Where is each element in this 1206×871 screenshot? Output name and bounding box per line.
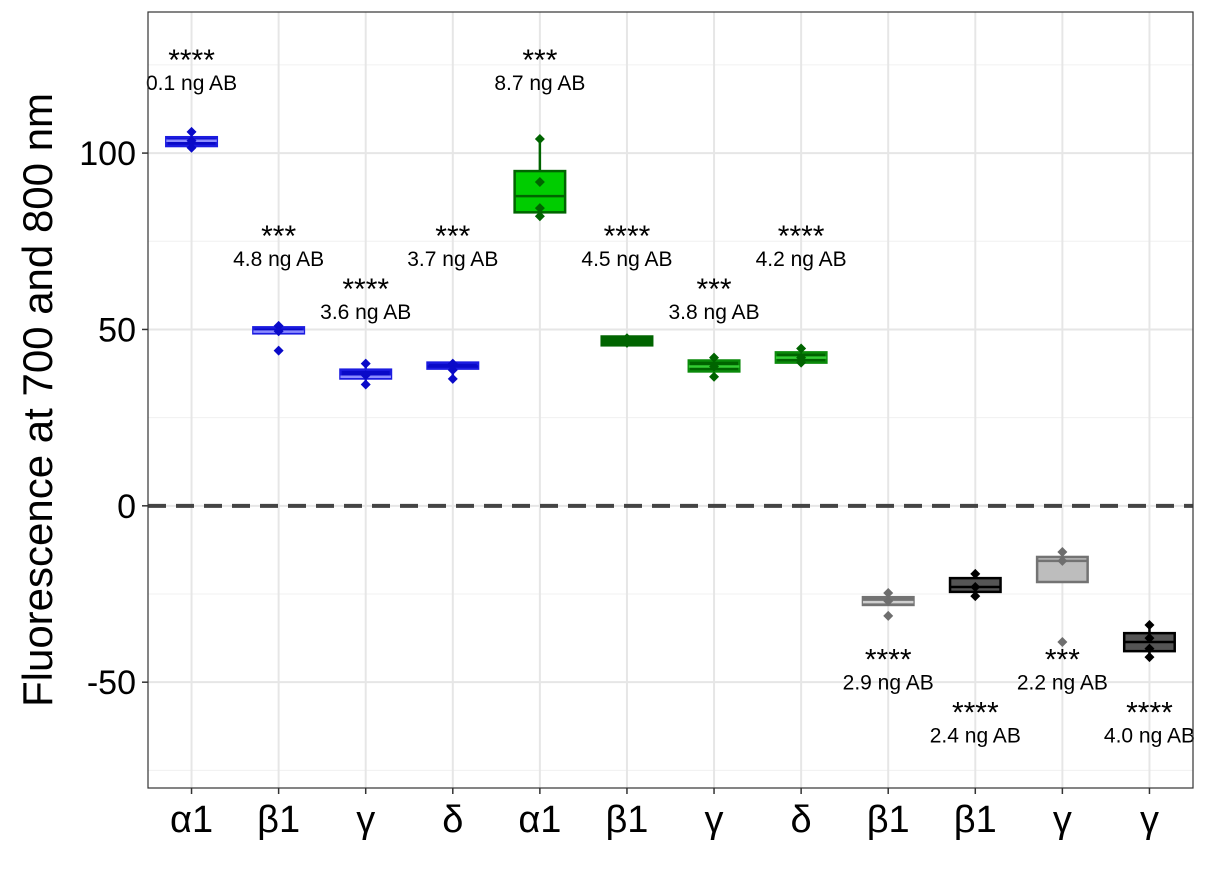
antibody-amount-label: 3.6 ng AB — [320, 301, 411, 324]
x-tick-label: β1 — [257, 799, 300, 841]
data-point — [186, 126, 197, 137]
significance-stars: **** — [952, 696, 999, 729]
data-point — [447, 358, 458, 369]
significance-stars: *** — [522, 44, 557, 77]
data-point — [709, 361, 720, 372]
x-tick-label: δ — [791, 799, 812, 841]
data-point — [796, 357, 807, 368]
antibody-amount-label: 4.0 ng AB — [1104, 724, 1195, 747]
data-point — [1144, 620, 1155, 631]
data-point — [970, 581, 981, 592]
box-10 — [948, 568, 1002, 602]
data-point — [1057, 555, 1068, 566]
box-12 — [1122, 620, 1176, 663]
box-5 — [513, 133, 567, 222]
data-point — [1057, 636, 1068, 647]
data-point — [534, 203, 545, 214]
x-tick-label: δ — [442, 799, 463, 841]
box-3 — [339, 358, 393, 390]
data-point — [273, 345, 284, 356]
data-point — [1144, 643, 1155, 654]
grid — [148, 12, 1193, 788]
antibody-amount-label: 4.5 ng AB — [581, 248, 672, 271]
box-4 — [426, 358, 480, 384]
data-point — [883, 610, 894, 621]
data-point — [1057, 547, 1068, 558]
antibody-amount-label: 2.9 ng AB — [843, 671, 934, 694]
significance-stars: **** — [1126, 696, 1173, 729]
data-point — [273, 326, 284, 337]
x-tick-label: β1 — [954, 799, 997, 841]
antibody-amount-label: 4.2 ng AB — [756, 248, 847, 271]
x-tick-label: β1 — [867, 799, 910, 841]
data-point — [534, 211, 545, 222]
data-point — [186, 142, 197, 153]
data-point — [1144, 633, 1155, 644]
significance-stars: *** — [435, 220, 470, 253]
antibody-amount-label: 8.7 ng AB — [494, 72, 585, 95]
data-point — [709, 352, 720, 363]
x-tick-label: γ — [1140, 799, 1159, 841]
data-point — [360, 370, 371, 381]
x-axis: α1 β1 γ δ α1 β1 γ δ β1 β1 γ γ — [170, 788, 1159, 841]
antibody-amount-label: 3.8 ng AB — [669, 301, 760, 324]
y-tick-label: 0 — [117, 488, 136, 526]
significance-stars: **** — [168, 44, 215, 77]
data-point — [621, 337, 632, 348]
box-11 — [1035, 547, 1089, 647]
x-tick-label: γ — [705, 799, 724, 841]
significance-stars: *** — [697, 273, 732, 306]
data-point — [883, 596, 894, 607]
antibody-amount-label: 3.7 ng AB — [407, 248, 498, 271]
data-point — [360, 358, 371, 369]
y-tick-label: 100 — [79, 135, 136, 173]
antibody-amount-label: 2.4 ng AB — [930, 724, 1021, 747]
significance-stars: **** — [604, 220, 651, 253]
data-point — [534, 177, 545, 188]
annotations: ****0.1 ng AB***4.8 ng AB****3.6 ng AB**… — [146, 44, 1195, 748]
data-point — [360, 379, 371, 390]
significance-stars: *** — [1045, 643, 1080, 676]
data-point — [186, 135, 197, 146]
x-tick-label: β1 — [605, 799, 648, 841]
significance-stars: **** — [342, 273, 389, 306]
x-tick-label: γ — [356, 799, 375, 841]
significance-stars: **** — [865, 643, 912, 676]
significance-stars: **** — [778, 220, 825, 253]
y-axis-label: Fluorescence at 700 and 800 nm — [14, 93, 61, 707]
data-point — [970, 568, 981, 579]
data-point — [447, 365, 458, 376]
boxes — [165, 126, 1176, 663]
data-point — [1144, 652, 1155, 663]
y-tick-label: -50 — [87, 664, 136, 702]
box-6 — [600, 333, 654, 348]
data-point — [709, 371, 720, 382]
box-8 — [774, 343, 828, 368]
y-axis: -50 0 50 100 — [79, 135, 148, 702]
data-point — [534, 133, 545, 144]
significance-stars: *** — [261, 220, 296, 253]
x-tick-label: γ — [1053, 799, 1072, 841]
antibody-amount-label: 4.8 ng AB — [233, 248, 324, 271]
data-point — [447, 373, 458, 384]
antibody-amount-label: 0.1 ng AB — [146, 72, 237, 95]
antibody-amount-label: 2.2 ng AB — [1017, 671, 1108, 694]
y-tick-label: 50 — [98, 311, 136, 349]
box-9 — [861, 587, 915, 621]
box-7 — [687, 352, 741, 382]
plot-border — [147, 11, 1194, 789]
data-point — [273, 320, 284, 331]
data-point — [883, 587, 894, 598]
data-point — [970, 591, 981, 602]
box-2 — [252, 320, 306, 356]
data-point — [796, 343, 807, 354]
x-tick-label: α1 — [170, 799, 213, 841]
x-tick-label: α1 — [518, 799, 561, 841]
box-1 — [165, 126, 219, 153]
